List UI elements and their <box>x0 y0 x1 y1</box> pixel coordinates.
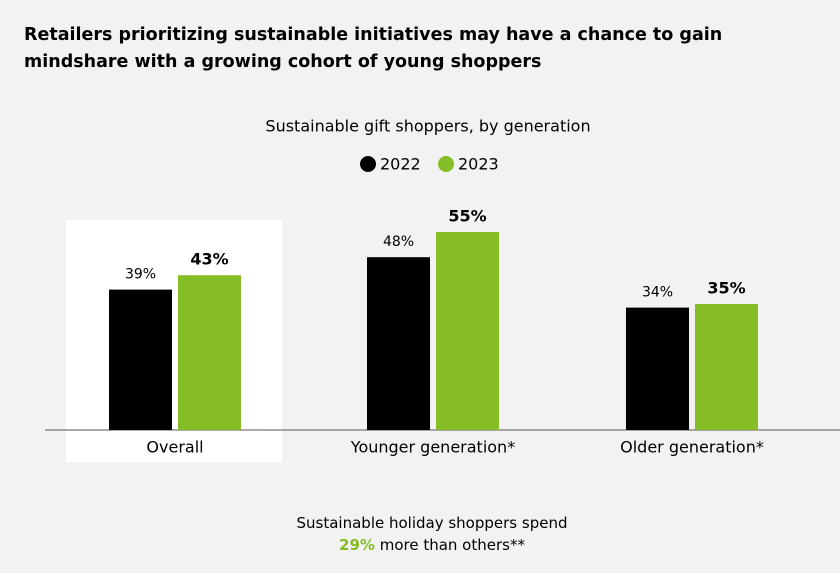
chart-subtitle: Sustainable gift shoppers, by generation <box>265 117 590 136</box>
footnote-line: 29% more than others** <box>0 534 840 556</box>
highlight-box <box>66 220 282 462</box>
legend-label: 2022 <box>380 155 421 174</box>
x-tick-label: Older generation* <box>620 438 764 457</box>
value-label: 48% <box>383 234 414 250</box>
legend-swatch <box>438 156 454 172</box>
value-label: 35% <box>707 279 745 298</box>
bar <box>626 307 689 430</box>
bar <box>367 257 430 430</box>
legend-swatch <box>360 156 376 172</box>
x-tick-label: Overall <box>146 438 203 457</box>
value-label: 55% <box>448 207 486 226</box>
legend-label: 2023 <box>458 155 499 174</box>
bar <box>436 232 499 430</box>
footnote-highlight: 29% <box>339 536 375 554</box>
chart-title: Retailers prioritizing sustainable initi… <box>24 25 723 72</box>
footnote-end: more than others** <box>379 536 525 554</box>
bar <box>695 304 758 430</box>
footnote: Sustainable holiday shoppers spend 29% m… <box>0 512 840 556</box>
value-label: 43% <box>190 250 228 269</box>
bar <box>109 289 172 430</box>
bar <box>178 275 241 430</box>
value-label: 39% <box>125 267 156 283</box>
footnote-text: Sustainable holiday shoppers spend <box>296 514 568 532</box>
x-tick-label: Younger generation* <box>350 438 515 457</box>
value-label: 34% <box>642 285 673 301</box>
